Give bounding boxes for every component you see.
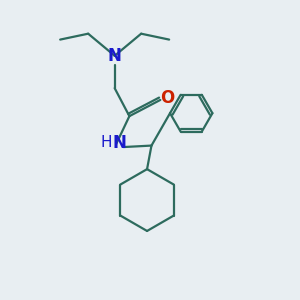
Text: N: N	[112, 134, 126, 152]
Text: O: O	[160, 89, 174, 107]
Text: H: H	[100, 135, 112, 150]
Text: N: N	[108, 47, 122, 65]
